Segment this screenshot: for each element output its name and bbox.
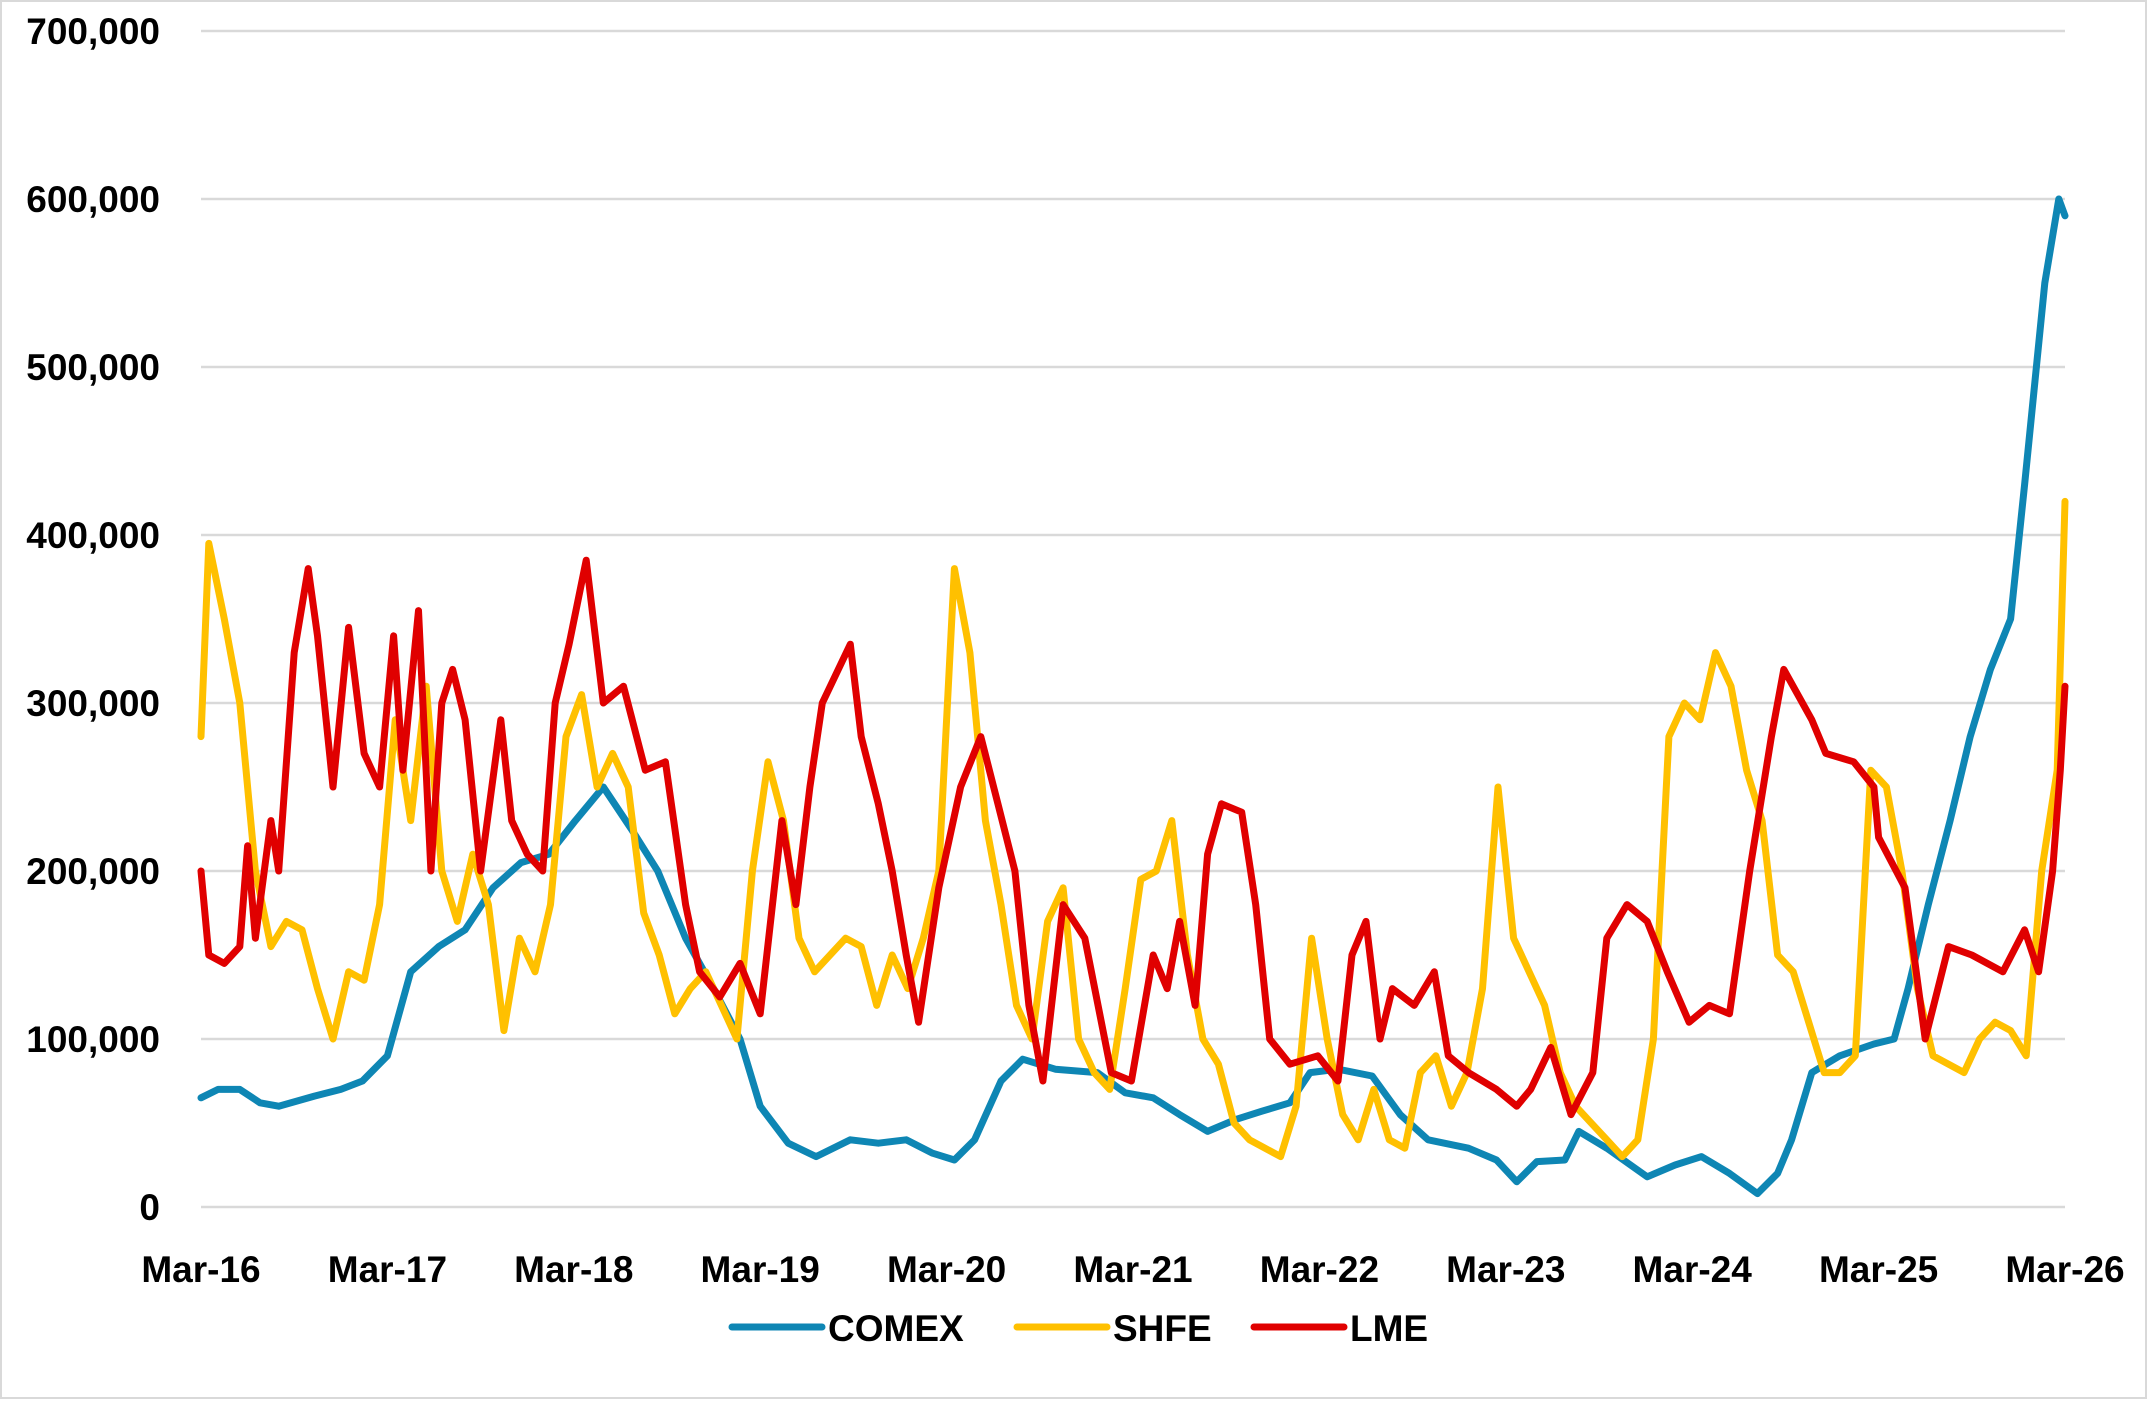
x-tick-label: Mar-17 (328, 1249, 447, 1290)
series-line-lme (197, 556, 2069, 1119)
x-tick-label: Mar-19 (701, 1249, 820, 1290)
y-tick-label: 500,000 (26, 347, 160, 388)
legend-label: LME (1350, 1308, 1428, 1349)
series-line-comex (197, 195, 2069, 1198)
x-tick-label: Mar-22 (1260, 1249, 1379, 1290)
legend: COMEX SHFE LME (728, 1308, 1428, 1349)
x-tick-label: Mar-16 (141, 1249, 260, 1290)
legend-item-lme: LME (1250, 1308, 1428, 1349)
y-tick-label: 700,000 (26, 11, 160, 52)
y-tick-label: 0 (139, 1187, 160, 1228)
y-tick-label: 400,000 (26, 515, 160, 556)
x-tick-label: Mar-20 (887, 1249, 1006, 1290)
y-tick-label: 600,000 (26, 179, 160, 220)
x-tick-label: Mar-24 (1633, 1249, 1753, 1290)
x-tick-label: Mar-25 (1819, 1249, 1938, 1290)
legend-item-comex: COMEX (728, 1308, 964, 1349)
series-lines (197, 195, 2069, 1198)
y-tick-label: 200,000 (26, 851, 160, 892)
legend-label: SHFE (1113, 1308, 1212, 1349)
x-tick-label: Mar-23 (1446, 1249, 1565, 1290)
x-tick-label: Mar-26 (2005, 1249, 2124, 1290)
x-axis-labels: Mar-16 Mar-17 Mar-18 Mar-19 Mar-20 Mar-21 Mar-… (141, 1249, 2124, 1290)
y-tick-label: 300,000 (26, 683, 160, 724)
legend-label: COMEX (828, 1308, 964, 1349)
legend-item-shfe: SHFE (1013, 1308, 1212, 1349)
x-tick-label: Mar-18 (514, 1249, 633, 1290)
gridlines (201, 29, 2065, 1209)
y-axis-labels: 0 100,000 200,000 300,000 400,000 500,000 600,… (26, 11, 160, 1228)
y-tick-label: 100,000 (26, 1019, 160, 1060)
x-tick-label: Mar-21 (1073, 1249, 1192, 1290)
